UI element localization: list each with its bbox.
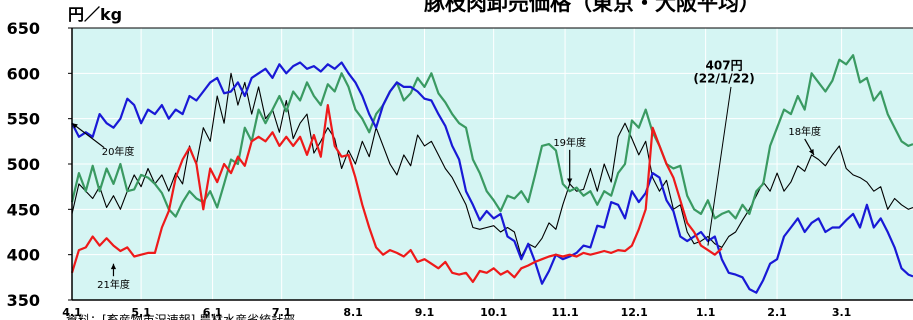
x-tick-label: 10.1 [480, 306, 507, 319]
chart-title: 豚枝肉卸売価格（東京・大阪平均） [424, 0, 760, 15]
y-tick-label: 600 [7, 64, 40, 83]
y-axis-label: 円／kg [68, 5, 122, 24]
x-tick-label: 7.1 [272, 306, 292, 319]
x-tick-label: 6.1 [203, 306, 223, 319]
x-tick-label: 1.1 [696, 306, 716, 319]
series-line-18年度 [71, 72, 913, 258]
x-tick-label: 12.1 [621, 306, 648, 319]
annotation-label: 21年度 [97, 278, 130, 291]
annotation-arrowhead [110, 263, 117, 270]
x-tick-label: 9.1 [415, 306, 435, 319]
y-tick-label: 400 [7, 246, 40, 265]
x-tick-label: 11.1 [552, 306, 579, 319]
annotation-label: (22/1/22) [693, 71, 754, 85]
series-line-19年度 [70, 54, 913, 220]
annotation-label: 19年度 [553, 136, 586, 149]
annotation-arrowhead [72, 123, 78, 129]
annotation-arrowhead [567, 178, 573, 184]
x-tick-label: 2.1 [767, 306, 787, 319]
y-tick-label: 650 [7, 19, 40, 38]
y-tick-label: 550 [7, 110, 40, 129]
x-tick-label: 3.1 [832, 306, 852, 319]
annotation-label: 20年度 [102, 145, 135, 158]
series-line-21年度 [70, 104, 723, 283]
x-tick-label: 8.1 [343, 306, 363, 319]
callout-407-leader [707, 86, 732, 246]
annotation-label: 18年度 [788, 125, 821, 138]
x-tick-label: 4.1 [62, 306, 82, 319]
y-tick-label: 500 [7, 155, 40, 174]
y-tick-label: 450 [7, 200, 40, 219]
annotation-arrow [71, 122, 105, 149]
annotation-label: 407円 [706, 59, 743, 73]
source-note: 資料：[畜産物市況速報] 農林水産省統計部 [66, 312, 295, 320]
y-tick-label: 350 [7, 291, 40, 310]
annotation-arrowhead [808, 148, 814, 155]
series-line-20年度 [71, 61, 913, 294]
x-tick-label: 5.1 [131, 306, 151, 319]
